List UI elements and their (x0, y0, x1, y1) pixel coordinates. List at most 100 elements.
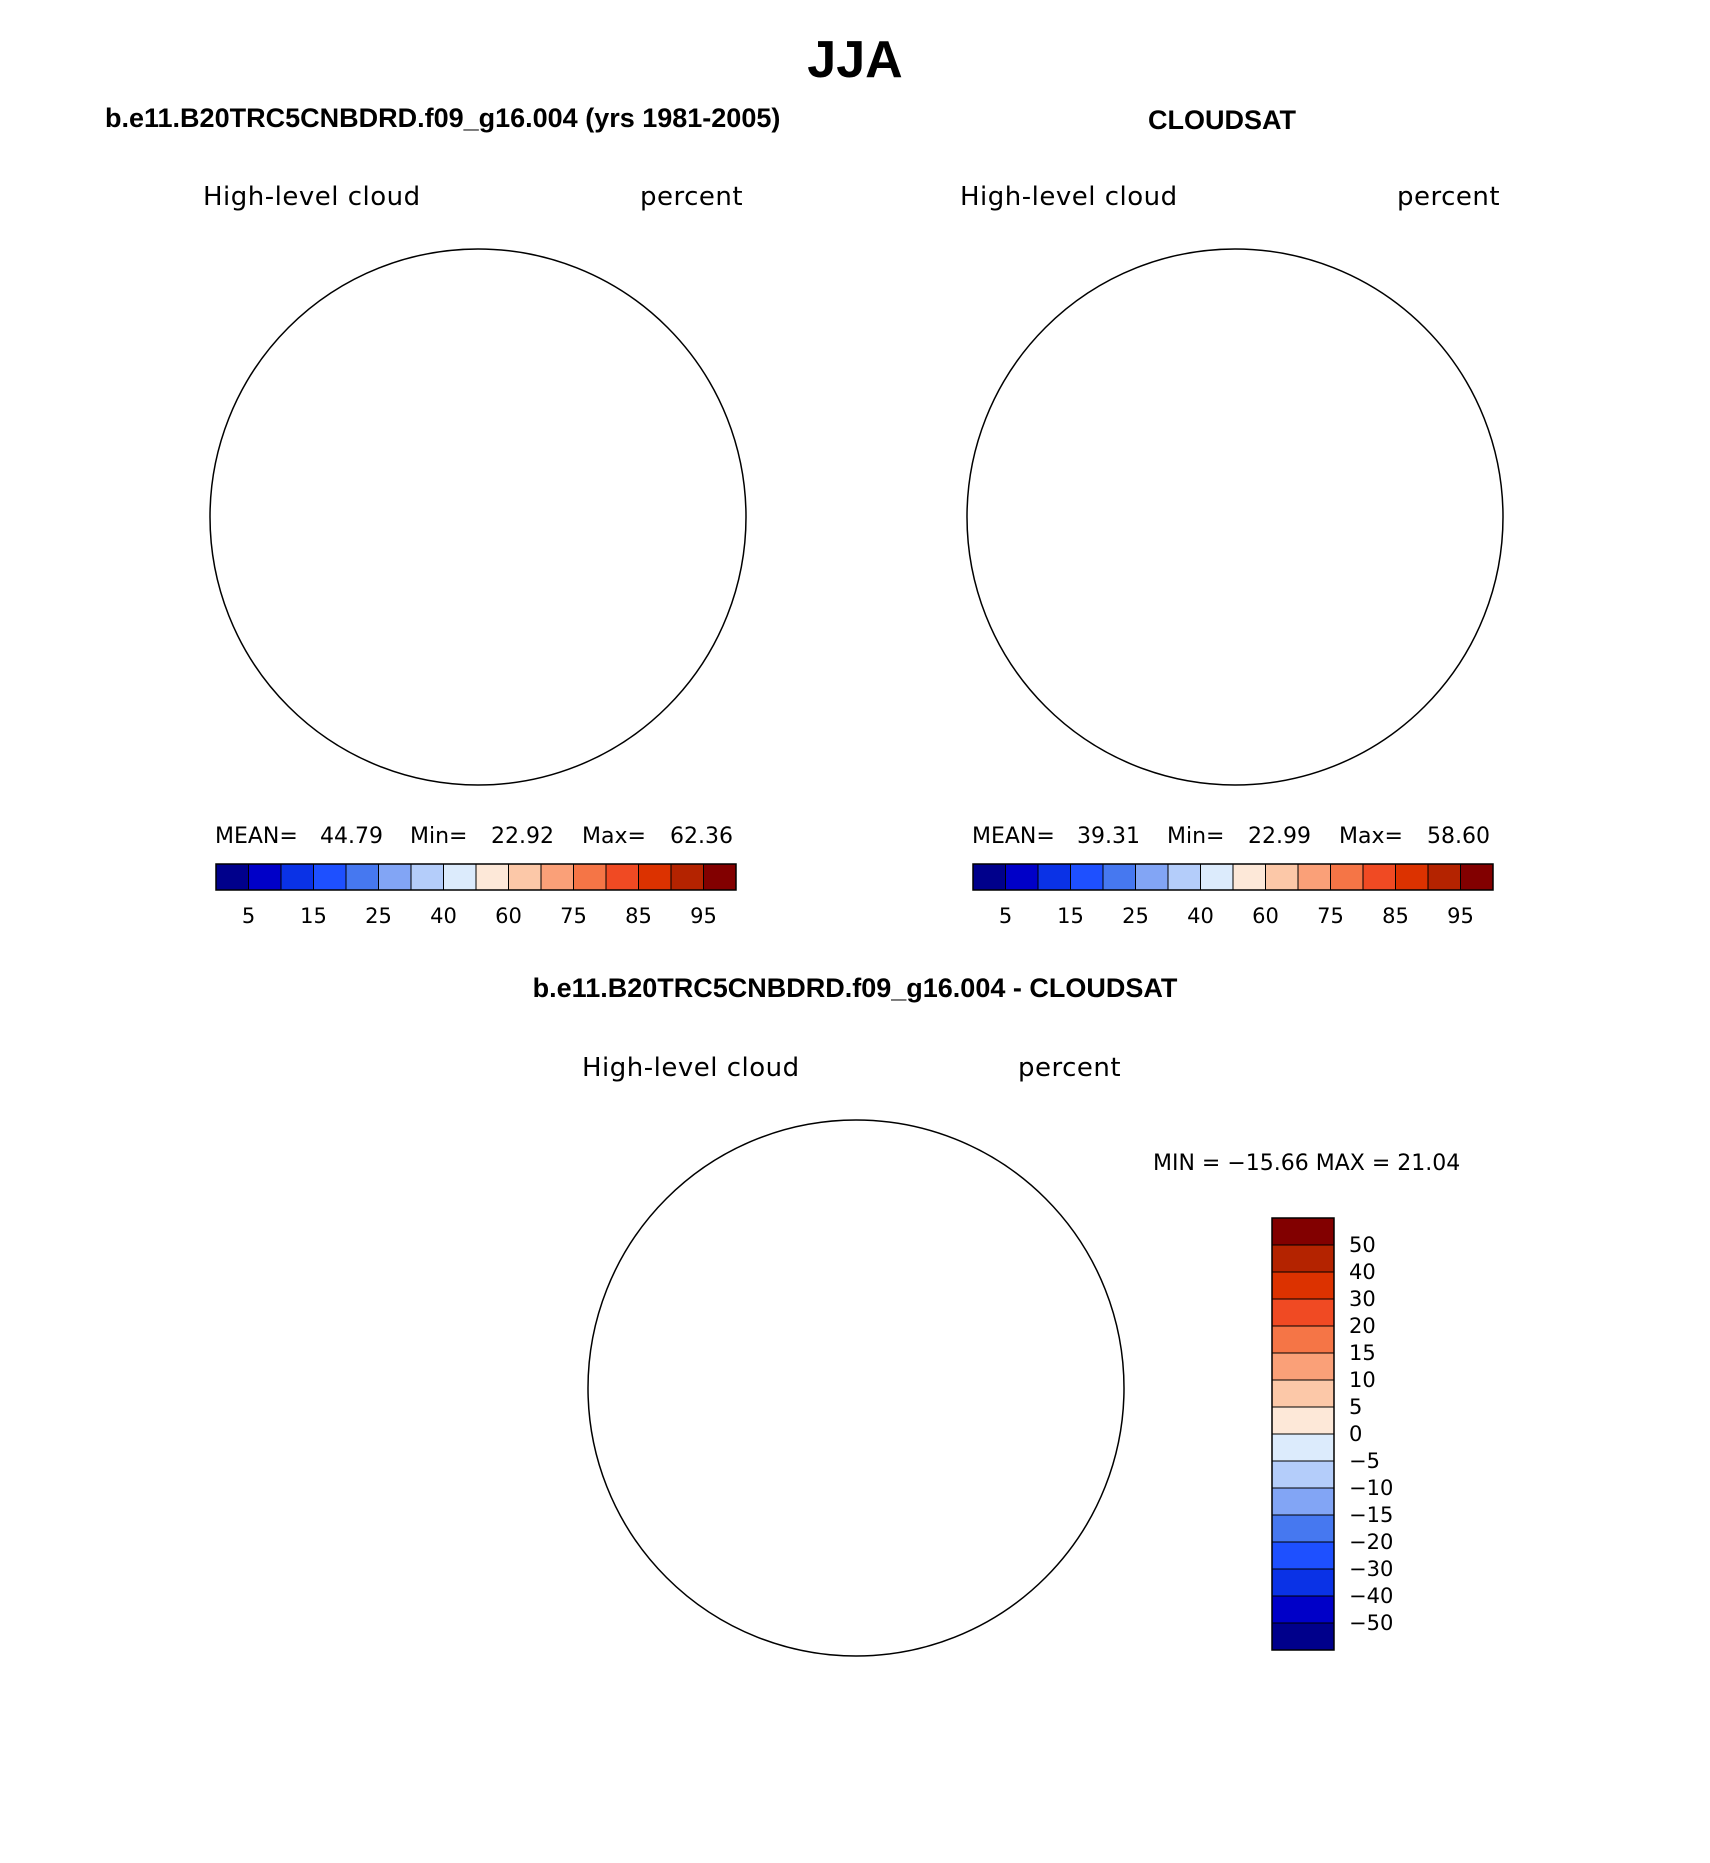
colorbar-tick-label-diff: 40 (1349, 1260, 1376, 1284)
band-light-obs (967, 267, 1503, 687)
colorbar-swatch-diff (1271, 1487, 1335, 1516)
colorbar-swatch-obs (1070, 863, 1104, 891)
stat-max-value-obs: 58.60 (1427, 824, 1490, 849)
coastline-diff (606, 1225, 1021, 1520)
colorbar-tick-label-obs: 5 (999, 904, 1012, 928)
colorbar-swatch-model (703, 863, 737, 891)
warm-region-ne-model (578, 349, 653, 412)
variable-label-model: High-level cloud (203, 182, 421, 212)
colorbar-tick-label-obs: 60 (1252, 904, 1279, 928)
colorbar-tick-label-diff: 50 (1349, 1233, 1376, 1257)
colorbar-tick-label-diff: −20 (1349, 1530, 1393, 1554)
colorbar-tick-label-model: 95 (690, 904, 717, 928)
units-label-diff: percent (1018, 1053, 1122, 1083)
colorbar-frame-diff (1271, 1217, 1335, 1651)
polar-gap-diff (789, 1321, 923, 1455)
colorbar-swatch-model (345, 863, 379, 891)
colorbar-swatch-obs (1167, 863, 1201, 891)
colorbar-swatch-obs (1005, 863, 1039, 891)
colorbar-swatch-diff (1271, 1298, 1335, 1327)
colorbar-swatch-diff (1271, 1406, 1335, 1435)
colorbar-swatch-obs (1265, 863, 1299, 891)
colorbar-swatch-obs (1102, 863, 1136, 891)
colorbar-swatch-diff (1271, 1244, 1335, 1273)
colorbar-swatch-model (215, 863, 249, 891)
stat-min-label-model: Min= (410, 824, 468, 849)
map-bg-diff (588, 1120, 1124, 1656)
colorbar-tick-label-diff: −5 (1349, 1449, 1380, 1473)
cloud-lowest-south-model (503, 562, 534, 625)
colorbar-swatch-diff (1271, 1433, 1335, 1462)
stat-max-value-model: 62.36 (670, 824, 733, 849)
colorbar-tick-label-obs: 85 (1382, 904, 1409, 928)
colorbar-frame-model (215, 863, 737, 891)
map-bg-obs (967, 249, 1503, 785)
colorbar-tick-label-diff: −15 (1349, 1503, 1393, 1527)
figure-title: JJA (807, 31, 903, 89)
map-border-obs (966, 248, 1504, 786)
colorbar-tick-label-obs: 95 (1447, 904, 1474, 928)
peach-north-diff (816, 1151, 946, 1222)
colorbar-tick-label-model: 5 (242, 904, 255, 928)
stat-mean-label-model: MEAN= (215, 824, 298, 849)
colorbar-swatch-model (638, 863, 672, 891)
colorbar-tick-label-diff: 0 (1349, 1422, 1362, 1446)
colorbar-tick-label-diff: 10 (1349, 1368, 1376, 1392)
colorbar-frame-obs (972, 863, 1494, 891)
colorbar-swatch-obs (1330, 863, 1364, 891)
peach-sw-diff (588, 1408, 916, 1656)
map-obs (967, 249, 1503, 785)
colorbar-swatch-obs (1460, 863, 1494, 891)
variable-label-obs: High-level cloud (960, 182, 1178, 212)
colorbar-tick-label-obs: 40 (1187, 904, 1214, 928)
stat-mean-value-obs: 39.31 (1077, 824, 1140, 849)
colorbar-swatch-diff (1271, 1352, 1335, 1381)
cloud-lower-sw-obs (1187, 576, 1222, 639)
salmon-east-diff (1016, 1298, 1064, 1568)
cool-spot-diff (895, 1305, 936, 1344)
map-model (210, 217, 746, 785)
colorbar-tick-label-model: 85 (625, 904, 652, 928)
panel-title-model: b.e11.B20TRC5CNBDRD.f09_g16.004 (yrs 198… (105, 103, 781, 133)
colorbar-tick-label-model: 75 (560, 904, 587, 928)
cloud-lower-south-obs (1229, 526, 1295, 667)
colorbar-swatch-diff (1271, 1541, 1335, 1570)
colorbar-swatch-diff (1271, 1595, 1335, 1624)
colorbar-swatch-diff (1271, 1325, 1335, 1354)
colorbar-tick-label-obs: 15 (1057, 904, 1084, 928)
band-north-model (210, 217, 746, 337)
map-border-diff (587, 1119, 1125, 1657)
colorbar-tick-label-model: 60 (495, 904, 522, 928)
colorbar-tick-label-diff: 30 (1349, 1287, 1376, 1311)
peach-east-diff (976, 1228, 1090, 1638)
colorbar-swatch-obs (1135, 863, 1169, 891)
colorbar-swatch-model (540, 863, 574, 891)
orange-north-diff (884, 1177, 907, 1217)
colorbar-swatch-diff (1271, 1217, 1335, 1246)
colorbar-swatch-model (475, 863, 509, 891)
colorbar-tick-label-model: 25 (365, 904, 392, 928)
colorbar-swatch-obs (1037, 863, 1071, 891)
cloud-lower-south-model (483, 544, 553, 647)
stat-minmax-diff: MIN = −15.66 MAX = 21.04 (1153, 1151, 1461, 1176)
colorbar-swatch-model (605, 863, 639, 891)
colorbar-tick-label-model: 40 (430, 904, 457, 928)
colorbar-tick-label-diff: −50 (1349, 1611, 1393, 1635)
colorbar-swatch-diff (1271, 1379, 1335, 1408)
colorbar-swatch-obs (1362, 863, 1396, 891)
stat-min-label-obs: Min= (1167, 824, 1225, 849)
colorbar-swatch-obs (972, 863, 1006, 891)
colorbar-swatch-obs (1200, 863, 1234, 891)
colorbar-swatch-obs (1297, 863, 1331, 891)
colorbar-swatch-obs (1395, 863, 1429, 891)
coastline-model (228, 354, 643, 649)
coastline-obs (985, 354, 1400, 649)
cool-center-diff (796, 1238, 996, 1448)
colorbar-swatch-model (508, 863, 542, 891)
stat-max-label-obs: Max= (1339, 824, 1403, 849)
colorbar-swatch-model (280, 863, 314, 891)
colorbar-tick-label-diff: 20 (1349, 1314, 1376, 1338)
colorbar-tick-label-diff: −40 (1349, 1584, 1393, 1608)
cloud-lower-north-obs (1255, 267, 1276, 320)
colorbar-swatch-diff (1271, 1514, 1335, 1543)
